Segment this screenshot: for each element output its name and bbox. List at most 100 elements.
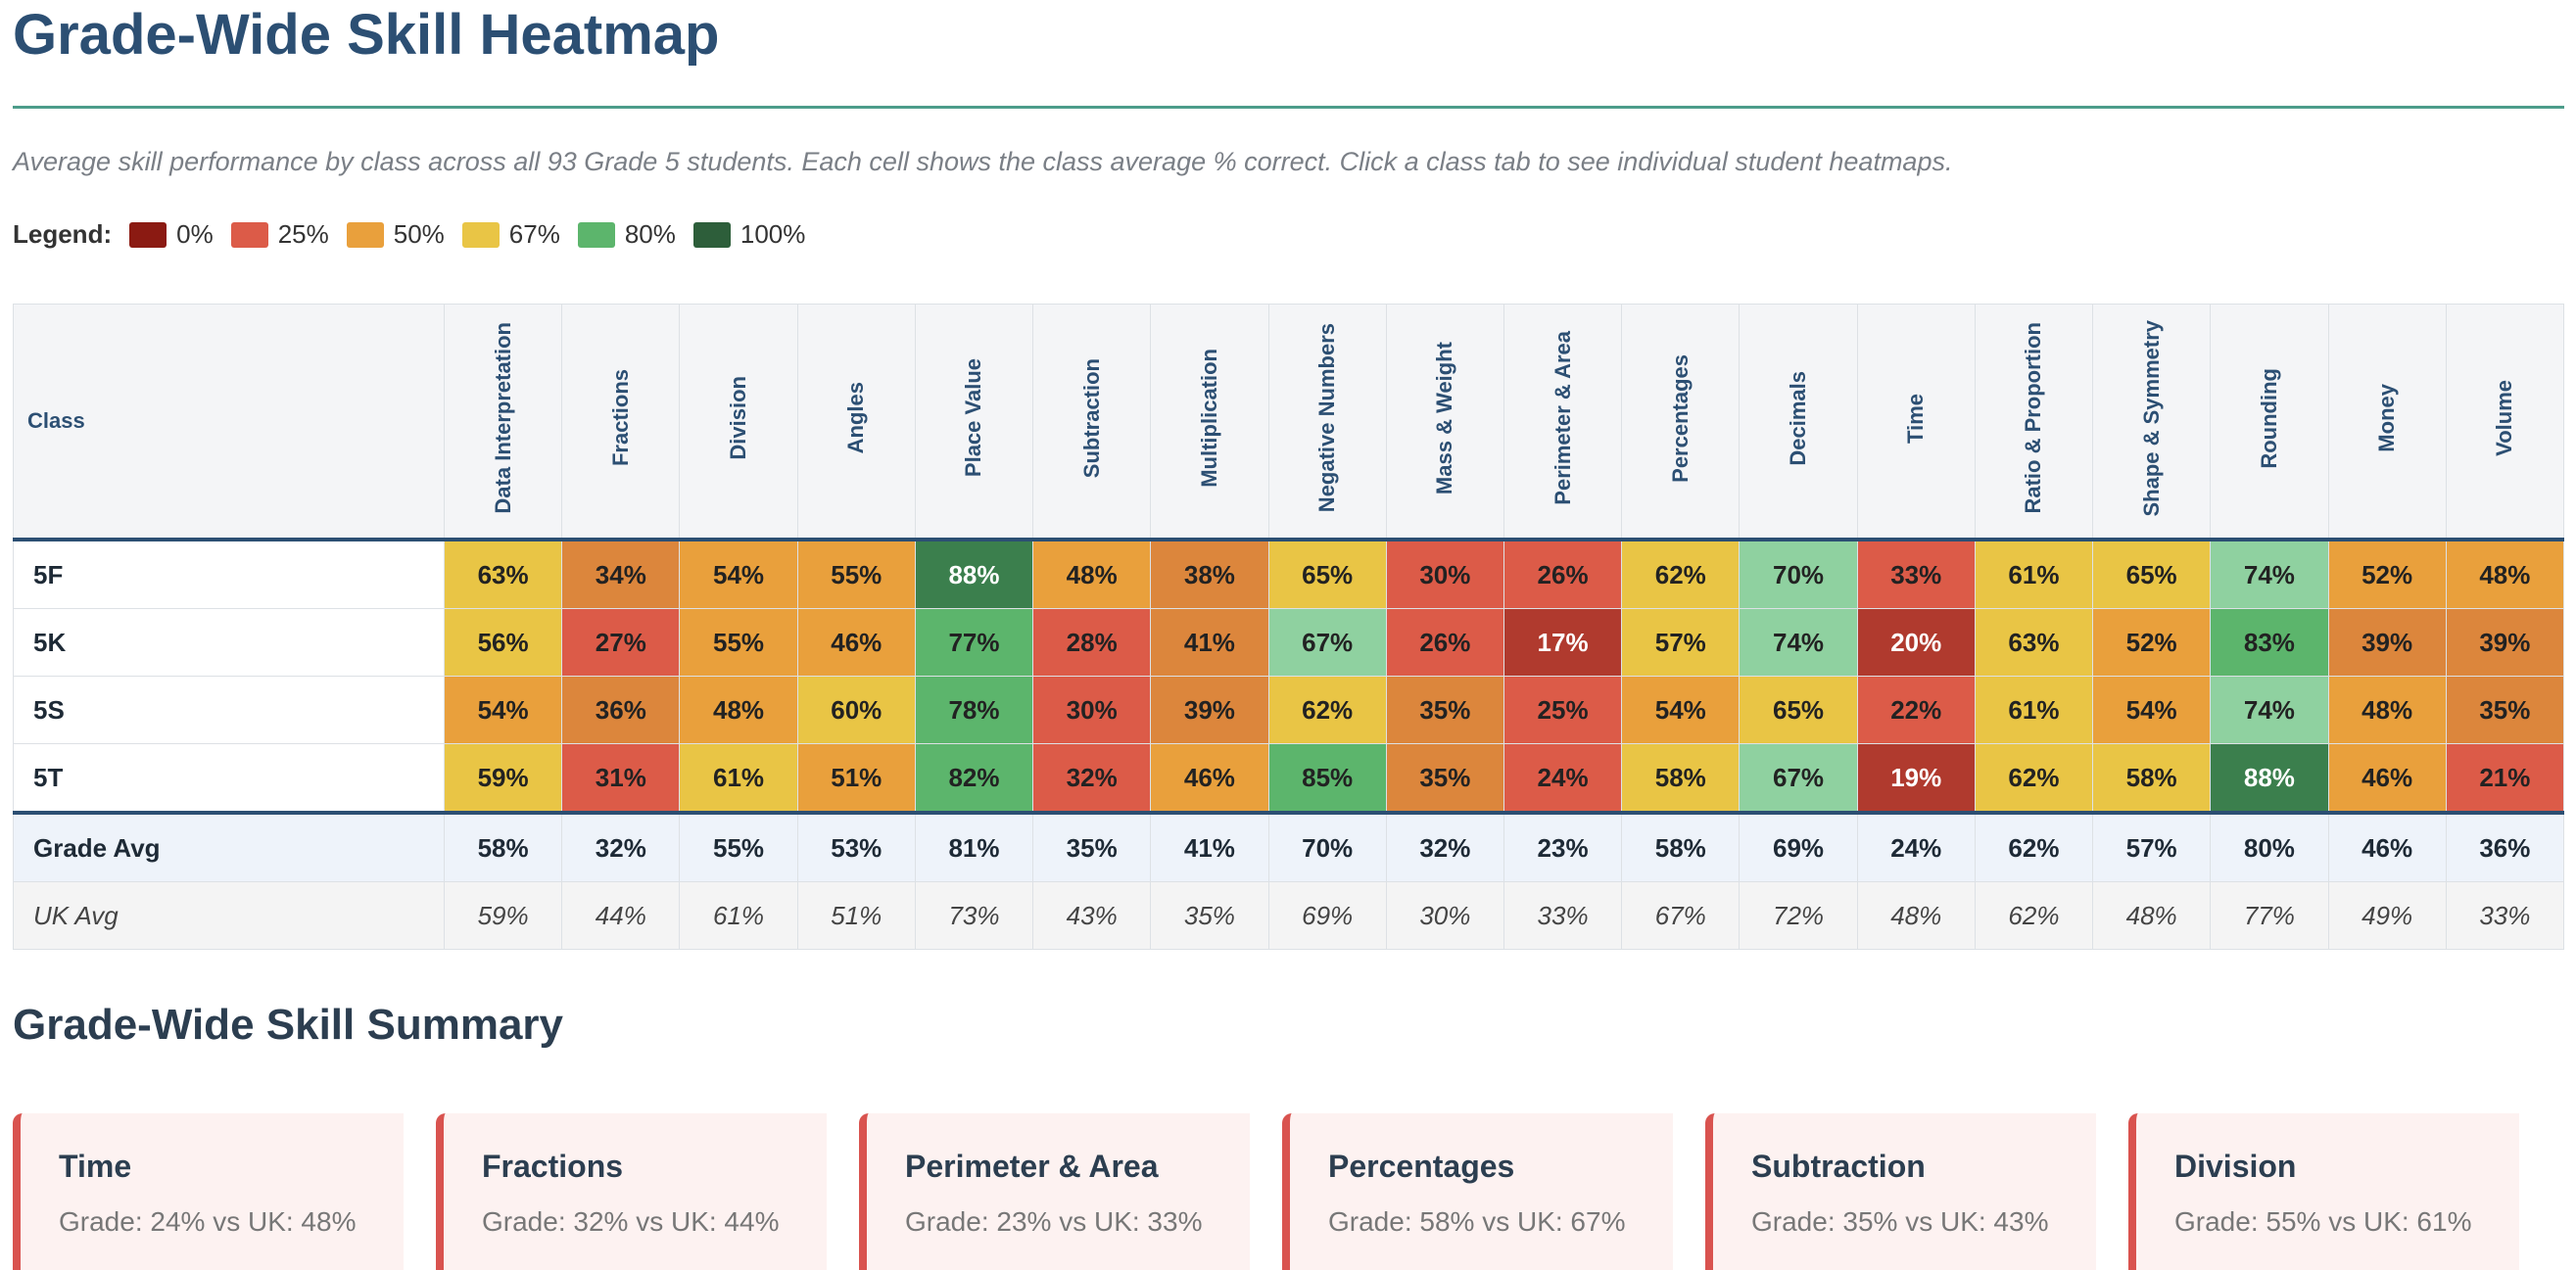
avg-cell: 44% [561,881,681,950]
summary-card: Perimeter & Area Grade: 23% vs UK: 33% [859,1113,1250,1270]
heat-cell: 85% [1267,743,1387,814]
avg-cell: 48% [1856,881,1976,950]
column-header-text: Time [1903,393,1929,444]
legend-text: 25% [277,219,329,249]
column-header[interactable]: Time [1856,304,1976,541]
heat-cell: 52% [2327,539,2447,609]
column-header[interactable]: Perimeter & Area [1503,304,1623,541]
legend-swatch [577,221,615,248]
summary-card: Fractions Grade: 32% vs UK: 44% [436,1113,827,1270]
column-header[interactable]: Angles [796,304,916,541]
class-row[interactable]: 5F 63% 34% 54% 55% 88% 48% 38% 65% 30% 26% 62% 70% 33… [13,539,2565,609]
class-name[interactable]: 5S [13,676,445,744]
column-header[interactable]: Rounding [2210,304,2329,541]
column-header[interactable]: Ratio & Proportion [1974,304,2094,541]
avg-cell: 73% [914,881,1034,950]
legend-item: 100% [692,219,805,250]
heatmap-table: Class Data Interpretation Fractions Divisi… [13,304,2565,950]
column-header[interactable]: Money [2327,304,2447,541]
heat-cell: 41% [1150,608,1269,677]
column-header[interactable]: Shape & Symmetry [2092,304,2212,541]
column-header[interactable]: Decimals [1739,304,1858,541]
heat-cell: 24% [1503,743,1623,814]
column-header-text: Rounding [2256,367,2281,469]
column-header[interactable]: Mass & Weight [1385,304,1504,541]
avg-cell: 49% [2327,881,2447,950]
heat-cell: 28% [1032,608,1152,677]
legend: Legend: 0% 25% 50% 67% 80% 100% [13,219,823,250]
heat-cell: 55% [796,539,916,609]
heat-cell: 65% [2092,539,2212,609]
avg-cell: 41% [1150,812,1269,882]
column-header-text: Decimals [1786,370,1811,466]
avg-cell: 32% [1385,812,1504,882]
column-header-text: Percentages [1667,353,1693,483]
column-header-text: Money [2374,384,2400,452]
heat-cell: 32% [1032,743,1152,814]
avg-cell: 35% [1032,812,1152,882]
column-header[interactable]: Fractions [561,304,681,541]
heat-cell: 38% [1150,539,1269,609]
avg-cell: 80% [2210,812,2329,882]
heat-cell: 78% [914,676,1034,744]
legend-text: 0% [176,219,214,249]
heat-cell: 67% [1739,743,1858,814]
card-title: Division [2174,1149,2297,1184]
column-header[interactable]: Negative Numbers [1267,304,1387,541]
card-text: Grade: 55% vs UK: 61% [2174,1206,2472,1237]
heat-cell: 67% [1267,608,1387,677]
column-header[interactable]: Multiplication [1150,304,1269,541]
avg-cell: 70% [1267,812,1387,882]
column-header[interactable]: Volume [2445,304,2565,541]
card-title: Percentages [1328,1149,1515,1184]
heat-cell: 21% [2445,743,2565,814]
summary-card: Time Grade: 24% vs UK: 48% [13,1113,404,1270]
avg-cell: 55% [679,812,798,882]
header-row: Class Data Interpretation Fractions Divisi… [13,304,2565,541]
avg-cell: 35% [1150,881,1269,950]
legend-label: Legend: [13,219,113,249]
column-header-text: Negative Numbers [1314,323,1340,513]
column-header[interactable]: Division [679,304,798,541]
class-row[interactable]: 5S 54% 36% 48% 60% 78% 30% 39% 62% 35% 25% 54% 65% 22… [13,676,2565,744]
heat-cell: 55% [679,608,798,677]
card-text: Grade: 24% vs UK: 48% [59,1206,357,1237]
avg-cell: 57% [2092,812,2212,882]
legend-text: 67% [508,219,560,249]
heat-cell: 48% [1032,539,1152,609]
class-name[interactable]: 5K [13,608,445,677]
column-header[interactable]: Place Value [914,304,1034,541]
class-row[interactable]: 5T 59% 31% 61% 51% 82% 32% 46% 85% 35% 24% 58% 67% 19… [13,743,2565,814]
heat-cell: 26% [1385,608,1504,677]
card-text: Grade: 23% vs UK: 33% [905,1206,1203,1237]
avg-cell: 81% [914,812,1034,882]
class-row[interactable]: 5K 56% 27% 55% 46% 77% 28% 41% 67% 26% 17% 57% 74% 20… [13,608,2565,677]
heat-cell: 25% [1503,676,1623,744]
column-header[interactable]: Subtraction [1032,304,1152,541]
avg-cell: 23% [1503,812,1623,882]
card-text: Grade: 32% vs UK: 44% [482,1206,780,1237]
legend-item: 67% [461,219,560,250]
legend-swatch [461,221,500,248]
heat-cell: 31% [561,743,681,814]
class-name[interactable]: 5T [13,743,445,814]
heat-cell: 17% [1503,608,1623,677]
avg-cell: 24% [1856,812,1976,882]
avg-cell: 33% [2445,881,2565,950]
heat-cell: 61% [1974,676,2094,744]
grade-avg-row: Grade Avg 58% 32% 55% 53% 81% 35% 41% 70% 32% 23% 5… [13,812,2565,882]
class-name[interactable]: 5F [13,539,445,609]
column-header[interactable]: Percentages [1621,304,1741,541]
heat-cell: 62% [1621,539,1741,609]
column-header-text: Perimeter & Area [1550,331,1575,505]
column-header[interactable]: Data Interpretation [443,304,563,541]
card-title: Perimeter & Area [905,1149,1159,1184]
column-header-text: Shape & Symmetry [2138,319,2164,517]
heat-cell: 35% [1385,743,1504,814]
heat-cell: 88% [2210,743,2329,814]
legend-swatch [230,221,268,248]
avg-cell: 62% [1974,812,2094,882]
heat-cell: 65% [1267,539,1387,609]
heat-cell: 48% [2327,676,2447,744]
